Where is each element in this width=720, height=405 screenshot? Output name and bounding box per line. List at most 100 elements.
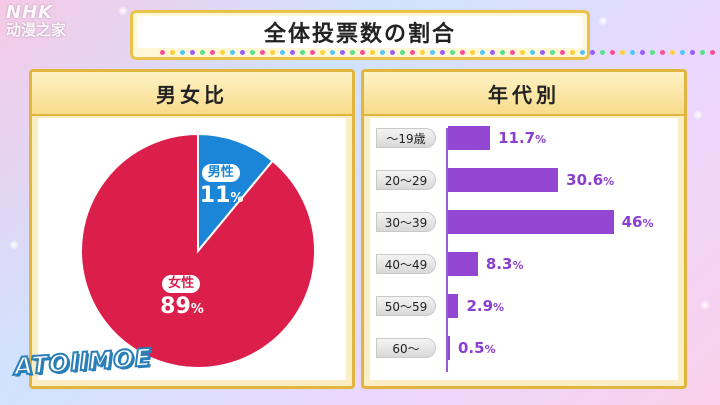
pie-label-female: 女性 — [162, 274, 201, 293]
title-dot — [580, 50, 585, 55]
title-dot — [200, 50, 205, 55]
title-dot — [390, 50, 395, 55]
title-dot — [540, 50, 545, 55]
bar-value-number: 2.9 — [466, 297, 494, 315]
title-dot — [530, 50, 535, 55]
bar-value-number: 0.5 — [458, 339, 485, 357]
title-dot — [360, 50, 365, 55]
title-dot — [550, 50, 555, 55]
title-dot — [330, 50, 335, 55]
title-dot — [290, 50, 295, 55]
age-group-header: 年代別 — [364, 72, 684, 116]
title-dot — [600, 50, 605, 55]
bar-value-unit: % — [603, 175, 615, 188]
bar-category-label: 30～39 — [376, 212, 436, 232]
bar-value-number: 46 — [621, 213, 643, 231]
title-dot — [300, 50, 305, 55]
title-dot — [430, 50, 435, 55]
title-dot — [380, 50, 385, 55]
watermark: NHK 动漫之家 — [6, 2, 67, 39]
watermark-line1: NHK — [6, 2, 54, 23]
title-dot — [700, 50, 705, 55]
bar-row: 20～29 30.6% — [370, 166, 678, 194]
title-dot — [610, 50, 615, 55]
pie-slice-female — [80, 132, 316, 369]
title-dot — [710, 50, 715, 55]
bar-category-label: 40～49 — [376, 254, 436, 274]
bar-value-number: 11.7 — [498, 129, 536, 147]
bar — [448, 294, 459, 318]
title-dot — [420, 50, 425, 55]
bar-category-label: 20～29 — [376, 170, 436, 190]
bar-value-unit: % — [642, 217, 654, 230]
page-title: 全体投票数の割合 — [263, 22, 456, 47]
age-group-chart-area: ～19歳 11.7% 20～29 30.6% 30～39 46% 40～49 8.3% 50～5… — [370, 118, 678, 380]
title-dot — [680, 50, 685, 55]
bar-value-label: 11.7% — [498, 128, 546, 150]
title-dot — [510, 50, 515, 55]
pie-value-number: 89 — [160, 293, 191, 319]
bar-value-unit: % — [535, 133, 547, 146]
watermark-line2: 动漫之家 — [6, 20, 67, 39]
bar-value-label: 30.6% — [566, 170, 614, 192]
title-dot — [400, 50, 405, 55]
sparkle-decoration — [598, 16, 608, 26]
sparkle-decoration — [693, 110, 703, 120]
pie-value-unit: % — [190, 301, 204, 317]
bar-value-label: 2.9% — [466, 296, 504, 318]
bar-row: ～19歳 11.7% — [370, 124, 678, 152]
title-dot — [570, 50, 575, 55]
title-dot — [410, 50, 415, 55]
title-dot — [520, 50, 525, 55]
bar-row: 40～49 8.3% — [370, 250, 678, 278]
title-dot — [650, 50, 655, 55]
title-dot — [190, 50, 195, 55]
gender-ratio-chart-area: 男性 11% 女性 89% — [38, 118, 346, 380]
sparkle-decoration — [118, 6, 128, 16]
pie-value-male: 11% — [200, 184, 244, 211]
sparkle-decoration — [9, 240, 19, 250]
title-dot — [170, 50, 175, 55]
title-dot — [250, 50, 255, 55]
title-dot — [490, 50, 495, 55]
title-dot — [370, 50, 375, 55]
bar-row: 50～59 2.9% — [370, 292, 678, 320]
bar-value-unit: % — [484, 343, 496, 356]
bar-value-label: 0.5% — [458, 338, 496, 360]
pie-label-male: 男性 — [201, 164, 240, 183]
title-dot — [310, 50, 315, 55]
pie-chart — [80, 132, 316, 369]
title-dot — [660, 50, 665, 55]
title-dot — [350, 50, 355, 55]
title-dot — [270, 50, 275, 55]
bar-category-label: ～19歳 — [376, 128, 436, 148]
pie-slice-male — [197, 132, 274, 254]
title-dot — [220, 50, 225, 55]
bar — [448, 126, 491, 150]
bar — [448, 210, 614, 234]
title-dot — [460, 50, 465, 55]
title-dot — [320, 50, 325, 55]
title-dot — [260, 50, 265, 55]
title-dot — [480, 50, 485, 55]
bar-value-number: 30.6 — [566, 171, 604, 189]
title-banner-inner — [137, 16, 583, 48]
bar-axis-line — [446, 128, 448, 372]
title-dot — [620, 50, 625, 55]
title-dot — [560, 50, 565, 55]
sparkle-decoration — [700, 300, 710, 310]
title-dot — [590, 50, 595, 55]
title-dot — [450, 50, 455, 55]
bar-category-label: 60～ — [376, 338, 436, 358]
title-dot — [670, 50, 675, 55]
bar — [448, 252, 478, 276]
title-dots-decoration — [160, 50, 715, 56]
bar-category-label: 50～59 — [376, 296, 436, 316]
bar-row: 60～ 0.5% — [370, 334, 678, 362]
title-dot — [180, 50, 185, 55]
bar-value-label: 8.3% — [486, 254, 524, 276]
pie-value-number: 11 — [199, 183, 231, 209]
title-dot — [340, 50, 345, 55]
gender-ratio-header: 男女比 — [32, 72, 352, 116]
title-dot — [230, 50, 235, 55]
